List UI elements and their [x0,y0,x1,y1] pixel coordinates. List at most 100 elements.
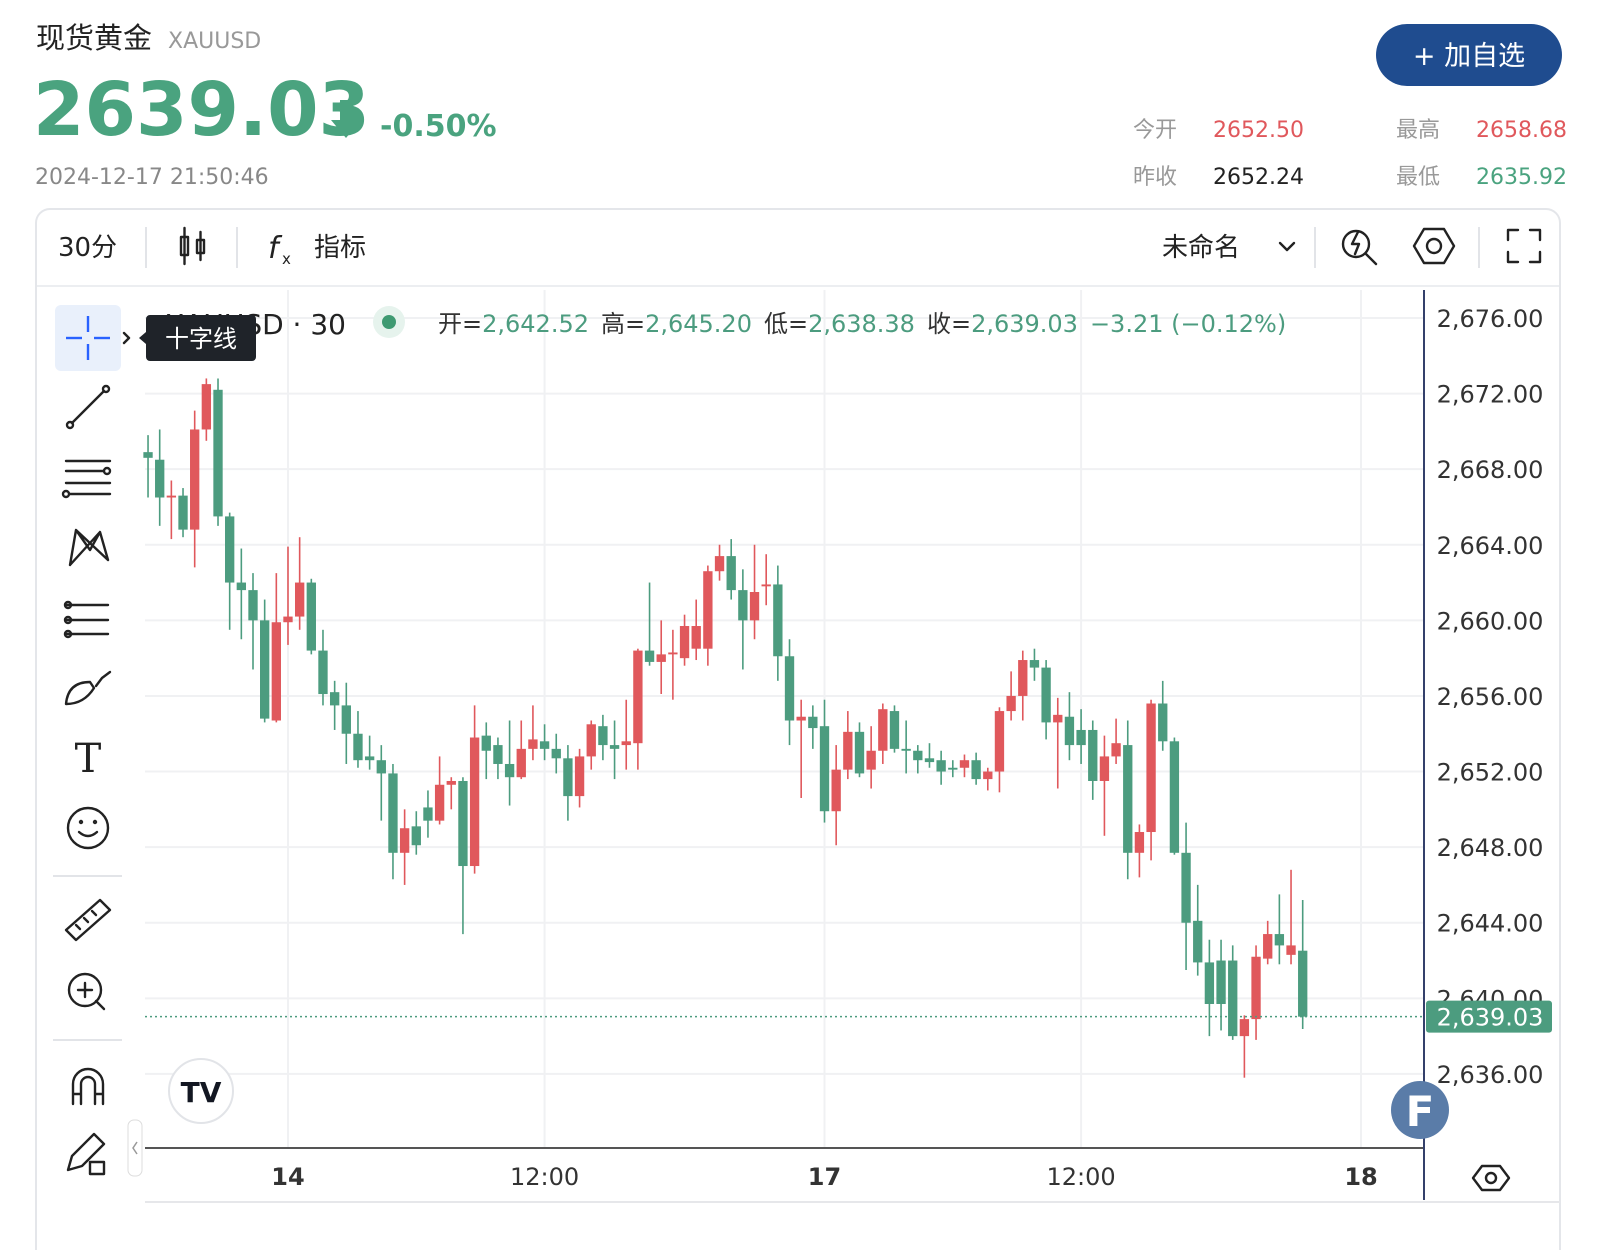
candle-body [1216,960,1226,1004]
candle-body [574,756,585,797]
candle-body [155,459,165,498]
candle-body [1251,956,1261,1020]
candle-body [1134,832,1145,853]
candle-body [889,711,900,749]
stat-value: 2635.92 [1476,165,1567,190]
candle-body [271,622,281,721]
candle-body [411,826,421,846]
candle-body [329,692,340,706]
magnet-tool[interactable] [71,1067,105,1106]
candle-body [1239,1019,1250,1037]
candle-body [166,495,177,498]
price-tag-label: 2,639.03 [1437,1004,1544,1032]
candle-body [399,828,410,853]
candle-body [726,556,736,591]
zoom-tool[interactable] [67,972,106,1011]
candle-body [1064,716,1075,746]
candle-body [143,452,153,458]
candle-body [749,592,760,621]
candle-body [598,726,608,746]
legend-label: 收= [927,310,971,338]
candle-body [621,741,631,746]
candle-body [341,705,351,734]
candle-body [843,731,853,770]
ruler-tool[interactable] [64,898,112,942]
lock-draw-tool[interactable] [66,1132,106,1176]
layout-button[interactable]: 未命名 [1162,233,1240,263]
panel-collapse[interactable] [127,1119,143,1177]
chevron [1278,241,1296,252]
legend-change: −3.21 (−0.12%) [1090,310,1286,338]
candle-body [1018,660,1028,696]
y-tick-label: 2,664.00 [1437,532,1544,560]
candle-body [1193,920,1203,963]
brush-tool[interactable] [64,670,112,706]
stat-label: 最高 [1396,118,1440,143]
indicators-button[interactable]: 指标 [314,233,366,263]
candle-body [1274,934,1285,946]
candle-body [236,582,247,591]
last-price: 2639.03 [33,67,370,153]
candle-body [1076,729,1086,746]
active-tool-bg [55,305,121,371]
candle-body [318,650,328,695]
stat-value: 2658.68 [1476,118,1567,143]
candle-body [493,745,503,764]
trendline-tool[interactable] [65,384,111,430]
candle-body [691,626,701,649]
candle-body [539,741,550,749]
candle-body [703,571,713,649]
candle-body [609,745,620,749]
candle-body [1169,741,1180,853]
candle-body [971,760,981,780]
candle-body [983,771,993,780]
x-tick-label: 12:00 [1047,1163,1116,1191]
tooltip-arrow [139,332,146,344]
forecast-tool[interactable] [63,600,110,639]
candle-body [1123,745,1133,853]
interval-button[interactable]: 30分 [58,233,117,263]
candle-body [761,584,771,587]
text-tool[interactable]: T [75,736,102,782]
pattern-tool[interactable] [68,528,110,567]
tv-logo-mark: TV [181,1076,222,1109]
candle-body [446,780,456,785]
legend-value: 2,638.38 [808,310,915,338]
instrument-symbol: XAUUSD [168,29,261,54]
stat-value: 2652.50 [1213,118,1304,143]
tooltip-text: 十字线 [165,325,237,353]
fullscreen-button[interactable] [1506,228,1542,264]
candle-body [1111,743,1121,757]
text-tool-glyph: T [75,736,102,782]
candle-body [434,784,445,821]
candle-body [283,616,293,623]
candle-body [1006,695,1016,712]
legend-label: 低= [764,310,808,338]
fx-icon: x [282,250,291,268]
candle-body [190,429,200,530]
add-watchlist-button[interactable]: + 加自选 [1376,24,1562,86]
candle-body [563,758,573,797]
tool-expand [122,331,131,345]
candle-body [551,748,561,759]
candle-body [364,756,375,761]
tv-logo [168,1058,234,1124]
fib-tool[interactable] [61,459,112,499]
axis-settings[interactable] [1471,1164,1511,1192]
button-label: + 加自选 [1413,41,1525,72]
x-tick-label: 12:00 [510,1163,579,1191]
y-tick-label: 2,672.00 [1437,381,1544,409]
y-tick-label: 2,660.00 [1437,607,1544,635]
candle-body [306,582,316,651]
chart-type-button[interactable] [179,226,206,266]
candle-body [294,582,305,617]
crosshair-tool[interactable] [66,316,110,360]
candle-body [1228,960,1238,1037]
ohlc-legend: 开=2,642.52 高=2,645.20 低=2,638.38 收=2,639.03… [438,310,1286,338]
x-tick-label: 18 [1344,1163,1377,1191]
settings-button[interactable] [1412,227,1456,265]
quick-search-button[interactable] [1341,229,1378,266]
emoji-tool[interactable] [66,806,110,850]
collapse-chevron [132,1141,138,1155]
